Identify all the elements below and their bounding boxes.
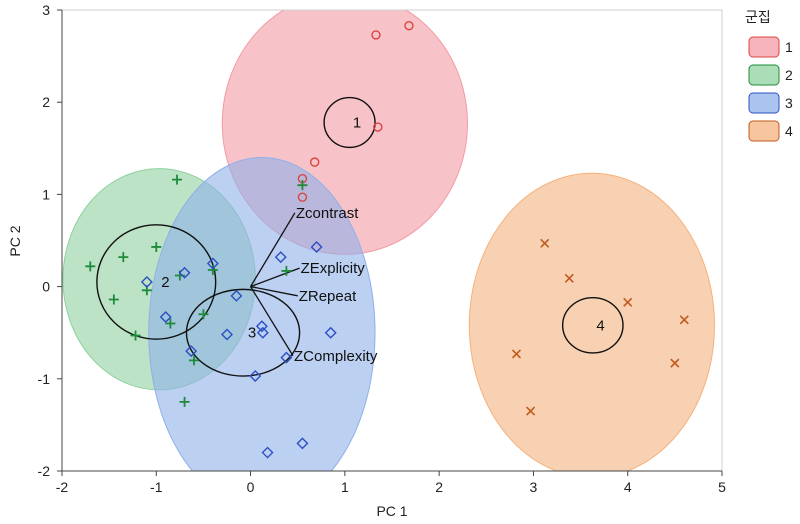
cluster-ellipses: [62, 10, 715, 471]
x-tick-label: 2: [435, 479, 443, 495]
vector-zexplicity-label: ZExplicity: [301, 260, 366, 277]
legend-swatch-3: [748, 92, 780, 114]
cluster-2-point: [118, 252, 129, 263]
cluster-4-point: [679, 315, 689, 325]
cluster-2-point: [151, 241, 162, 252]
cluster-2-point: [85, 261, 96, 272]
cluster-4-point: [670, 358, 680, 368]
cluster-2-point: [108, 294, 119, 305]
legend-label-1: 1: [785, 39, 793, 55]
cluster-3-point: [280, 351, 293, 364]
cluster-2-point: [207, 265, 218, 276]
x-tick-label: 5: [718, 479, 726, 495]
legend-label-2: 2: [785, 67, 793, 83]
x-axis-title: PC 1: [376, 503, 407, 519]
cluster-3-ellipse: [148, 157, 376, 471]
cluster-1-point: [371, 30, 381, 40]
centroid-ellipses: 1 2 3 4: [96, 96, 624, 377]
x-tick-label: 4: [624, 479, 632, 495]
cluster-3-point: [230, 289, 243, 302]
cluster-3-centroid-label: 3: [248, 325, 256, 342]
data-points: [85, 20, 689, 459]
legend-swatch-1: [748, 36, 780, 58]
cluster-3-point: [221, 328, 233, 341]
cluster-2-point: [189, 355, 199, 366]
cluster-4-centroid-label: 4: [596, 317, 604, 334]
y-tick-label: 1: [42, 186, 50, 202]
y-tick-label: -2: [38, 463, 51, 479]
cluster-3-point: [324, 326, 337, 339]
cluster-3-point: [310, 240, 323, 253]
cluster-2-point: [297, 180, 308, 191]
cluster-1-point: [309, 157, 320, 167]
legend-label-3: 3: [785, 95, 793, 111]
cluster-1-centroid-label: 1: [353, 114, 361, 131]
cluster-1-point: [373, 122, 383, 132]
cluster-3-point: [185, 345, 198, 358]
vector-zcomplexity-label: ZComplexity: [294, 348, 378, 365]
cluster-3-point: [206, 257, 219, 270]
vector-zexplicity-line: [250, 267, 300, 288]
legend-swatch-4: [748, 120, 780, 142]
cluster-4-centroid-ellipse: [561, 296, 624, 354]
legend-swatch-2: [748, 64, 780, 86]
vector-zcontrast-label: Zcontrast: [296, 205, 359, 222]
y-tick-label: -1: [38, 371, 51, 387]
x-tick-label: 3: [530, 479, 538, 495]
cluster-1-point: [404, 20, 414, 31]
cluster-2-point: [165, 318, 176, 329]
cluster-3-point: [296, 437, 309, 450]
cluster-4-point: [511, 349, 522, 359]
cluster-4-ellipse: [468, 172, 715, 471]
x-tick-label: 0: [247, 479, 255, 495]
y-tick-label: 0: [42, 279, 50, 295]
vector-zrepeat-label: ZRepeat: [299, 288, 357, 305]
cluster-1-centroid-ellipse: [323, 96, 376, 149]
cluster-3-point: [178, 266, 191, 279]
cluster-4-point: [526, 406, 536, 416]
cluster-3-point: [249, 370, 262, 383]
cluster-3-point: [159, 311, 172, 324]
cluster-2-point: [179, 396, 190, 407]
cluster-2-centroid-label: 2: [161, 274, 169, 291]
cluster-3-point: [140, 276, 153, 288]
y-axis-title: PC 2: [7, 225, 23, 256]
legend-label-4: 4: [785, 123, 793, 139]
legend-title: 군집: [745, 10, 771, 26]
loading-vectors: Zcontrast ZExplicity ZRepeat ZComplexity: [250, 205, 378, 365]
cluster-2-point: [198, 309, 209, 320]
cluster-2-point: [281, 265, 292, 276]
cluster-3-centroid-ellipse: [185, 288, 301, 377]
cluster-3-point: [256, 326, 269, 339]
cluster-1-point: [297, 192, 308, 202]
x-tick-label: -1: [150, 479, 163, 495]
axes: -2 -1 0 1 2 3 4 5 -2 -1 0 1 2 3: [38, 2, 727, 495]
cluster-3-point: [255, 320, 268, 333]
y-tick-label: 2: [42, 94, 50, 110]
cluster-3-point: [274, 251, 287, 264]
cluster-4-point: [540, 238, 550, 248]
vector-zcomplexity-line: [250, 286, 294, 357]
cluster-2-point: [130, 330, 141, 341]
cluster-4-point: [564, 273, 574, 283]
cluster-2-point: [172, 174, 183, 185]
x-tick-label: 1: [341, 479, 349, 495]
legend: 군집 1 2 3 4: [745, 10, 793, 142]
x-tick-label: -2: [56, 479, 69, 495]
vector-zrepeat-line: [250, 285, 298, 297]
cluster-3-point: [261, 446, 274, 459]
cluster-4-point: [623, 297, 633, 307]
vector-zcontrast-line: [250, 212, 296, 287]
y-tick-label: 3: [42, 2, 50, 18]
cluster-2-centroid-ellipse: [96, 224, 217, 340]
